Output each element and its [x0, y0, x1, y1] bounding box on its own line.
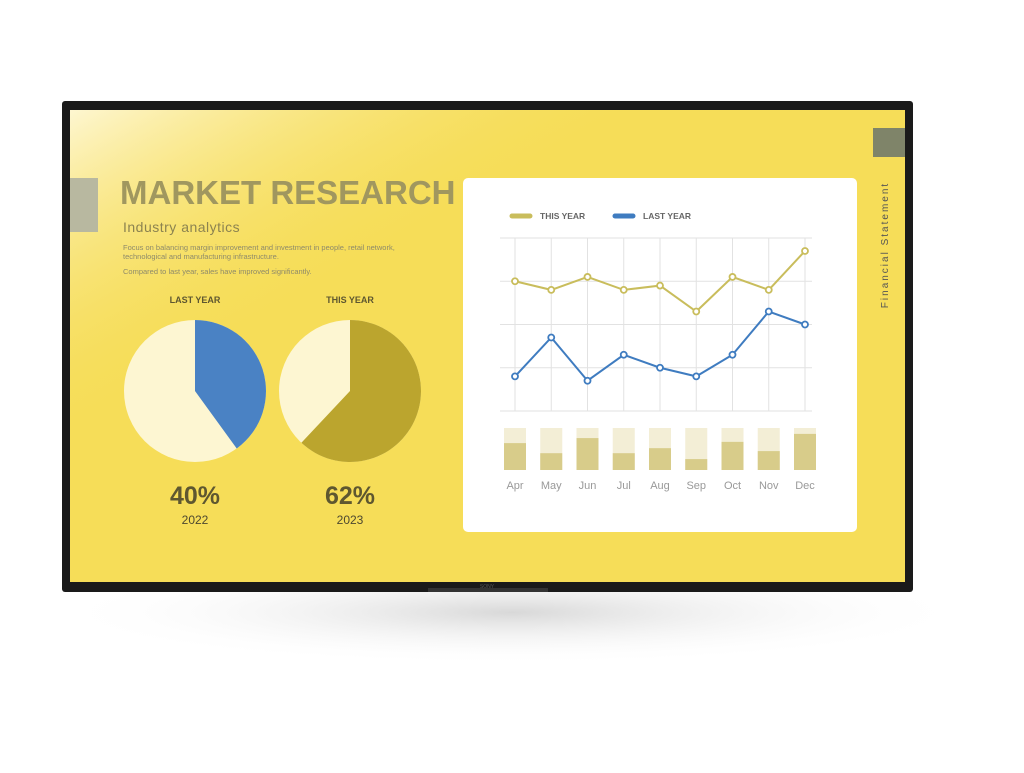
pie-slice: [195, 320, 266, 449]
point: [692, 307, 701, 316]
point: [801, 320, 809, 329]
x-tick-label: Aug: [650, 480, 670, 492]
pie-slice: [301, 320, 421, 463]
point: [764, 285, 773, 294]
bar: [612, 453, 635, 470]
point: [547, 285, 556, 294]
point: [583, 376, 592, 385]
pie-caption: 2022: [182, 513, 209, 527]
point: [619, 350, 628, 359]
x-tick-label: May: [541, 480, 562, 492]
stand: [428, 588, 548, 592]
bar: [685, 459, 708, 470]
point: [801, 247, 809, 255]
side-label: Financial Statement: [880, 182, 891, 308]
point: [619, 285, 628, 294]
brand: SONY: [480, 584, 495, 590]
paragraph: Focus on balancing margin improvement an…: [123, 243, 395, 252]
bar: [576, 438, 599, 470]
x-tick-label: Nov: [759, 480, 779, 492]
point: [511, 277, 519, 286]
title: MARKET RESEARCH: [120, 174, 456, 211]
point: [656, 363, 664, 372]
paragraph: technological and manufacturing infrastr…: [123, 252, 279, 261]
accent-square: [873, 128, 905, 157]
pie-value-label: 62%: [325, 482, 375, 510]
x-tick-label: Jun: [579, 480, 597, 492]
bar: [649, 448, 671, 470]
point: [728, 273, 737, 281]
pie-value-label: 40%: [170, 482, 220, 510]
point: [764, 307, 773, 316]
point: [511, 372, 519, 381]
bar: [540, 453, 563, 470]
pie-caption: 2023: [337, 513, 364, 527]
point: [728, 350, 737, 359]
paragraph: Compared to last year, sales have improv…: [123, 267, 312, 276]
legend-label: LAST YEAR: [643, 211, 691, 221]
bar: [757, 451, 780, 470]
x-tick-label: Oct: [724, 480, 741, 492]
accent-bar: [70, 178, 98, 232]
subtitle: Industry analytics: [123, 219, 240, 235]
pie-title: THIS YEAR: [326, 295, 374, 305]
x-tick-label: Dec: [795, 480, 815, 492]
x-tick-label: Jul: [617, 480, 631, 492]
bar: [721, 441, 744, 470]
bar: [794, 433, 816, 470]
bar: [504, 443, 526, 470]
point: [583, 273, 592, 281]
x-tick-label: Sep: [686, 480, 706, 492]
point: [547, 333, 556, 342]
point: [692, 372, 701, 381]
pie-title: LAST YEAR: [170, 295, 221, 305]
x-tick-label: Apr: [506, 480, 523, 492]
point: [656, 281, 664, 290]
legend-label: THIS YEAR: [540, 211, 585, 221]
